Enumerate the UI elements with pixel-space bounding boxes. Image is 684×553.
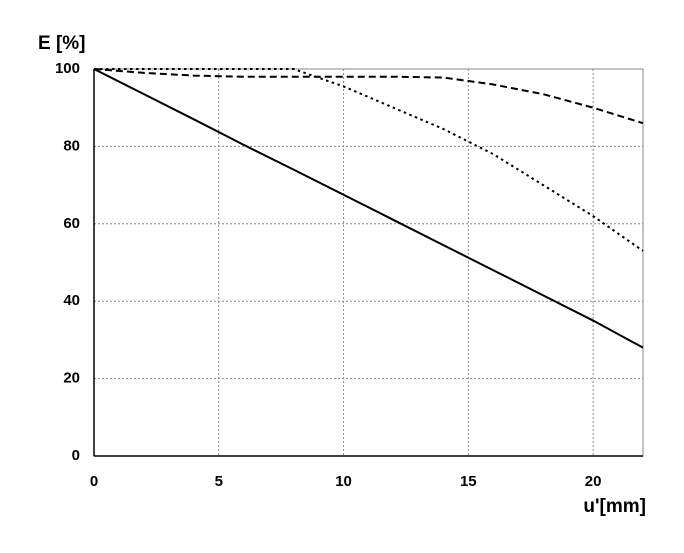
- y-tick-label: 40: [63, 292, 80, 309]
- y-axis-label: E [%]: [38, 33, 86, 54]
- line-series: [94, 68, 644, 252]
- x-axis-label: u'[mm]: [583, 496, 646, 517]
- plot-frame: [93, 68, 644, 457]
- x-tick-label: 15: [460, 473, 477, 490]
- y-tick-label: 60: [63, 215, 80, 232]
- x-tick-label: 0: [90, 473, 98, 490]
- x-tick-label: 5: [215, 473, 223, 490]
- y-tick-label: 100: [55, 60, 80, 77]
- y-tick-label: 20: [63, 370, 80, 387]
- x-tick-label: 10: [335, 473, 352, 490]
- y-tick-label: 0: [72, 447, 80, 464]
- x-tick-label: 20: [585, 473, 602, 490]
- y-tick-label: 80: [63, 137, 80, 154]
- line-series: [93, 68, 644, 125]
- line-series: [93, 68, 644, 349]
